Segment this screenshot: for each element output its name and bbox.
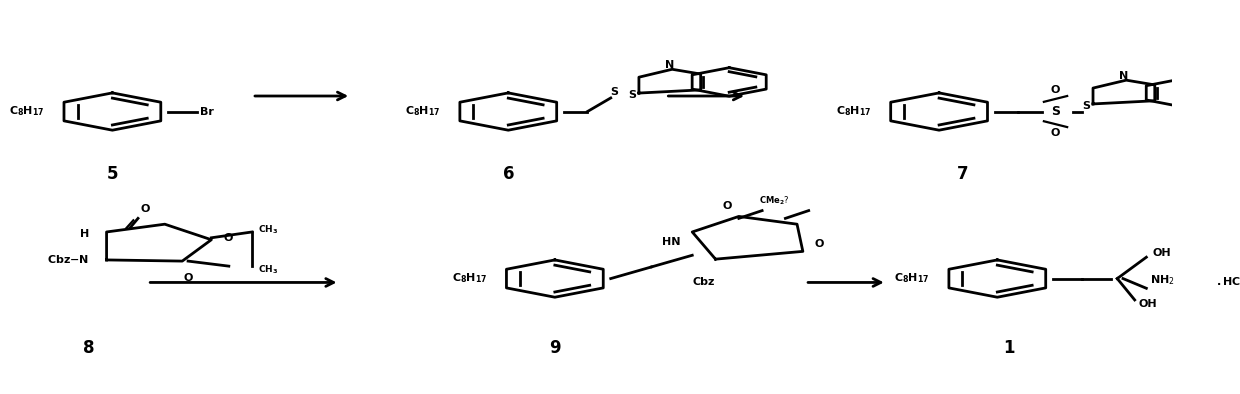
Text: OH: OH <box>1138 299 1157 309</box>
Text: O: O <box>223 233 232 243</box>
Text: HN: HN <box>662 237 681 247</box>
Text: O: O <box>815 239 823 249</box>
Text: 6: 6 <box>502 165 515 183</box>
Text: 5: 5 <box>107 165 118 183</box>
Text: N: N <box>665 60 675 70</box>
Text: $\mathbf{C_8H_{17}}$: $\mathbf{C_8H_{17}}$ <box>836 105 872 119</box>
Text: O: O <box>723 201 732 211</box>
Text: 7: 7 <box>956 165 968 183</box>
Text: Cbz: Cbz <box>693 277 715 286</box>
Text: 1: 1 <box>1003 340 1014 357</box>
Text: $\mathbf{CH_3}$: $\mathbf{CH_3}$ <box>258 263 278 275</box>
Text: O: O <box>1050 128 1060 138</box>
Text: 9: 9 <box>549 340 560 357</box>
Text: H: H <box>79 229 89 239</box>
Text: $\mathbf{.HCl}$: $\mathbf{.HCl}$ <box>1216 275 1240 286</box>
Text: $\mathbf{C_8H_{17}}$: $\mathbf{C_8H_{17}}$ <box>9 105 45 119</box>
Text: S: S <box>627 90 636 100</box>
Text: S: S <box>611 87 619 97</box>
Text: Br: Br <box>200 106 213 117</box>
Text: NH$_2$: NH$_2$ <box>1149 273 1174 287</box>
Text: $\mathbf{Cbz{-}N}$: $\mathbf{Cbz{-}N}$ <box>47 253 89 265</box>
Text: 8: 8 <box>83 340 94 357</box>
Text: S: S <box>1081 100 1090 110</box>
Text: N: N <box>1120 71 1128 81</box>
Text: $\mathbf{C_8H_{17}}$: $\mathbf{C_8H_{17}}$ <box>451 272 487 286</box>
Text: O: O <box>140 204 150 214</box>
Text: $\mathbf{C_8H_{17}}$: $\mathbf{C_8H_{17}}$ <box>405 105 440 119</box>
Text: $\mathbf{CMe_2}$?: $\mathbf{CMe_2}$? <box>759 194 789 207</box>
Text: S: S <box>1052 105 1060 118</box>
Text: $\mathbf{CH_3}$: $\mathbf{CH_3}$ <box>258 223 278 236</box>
Text: O: O <box>184 273 192 283</box>
Text: $\mathbf{C_8H_{17}}$: $\mathbf{C_8H_{17}}$ <box>894 272 930 286</box>
Text: O: O <box>1050 85 1060 95</box>
Text: OH: OH <box>1152 248 1171 258</box>
